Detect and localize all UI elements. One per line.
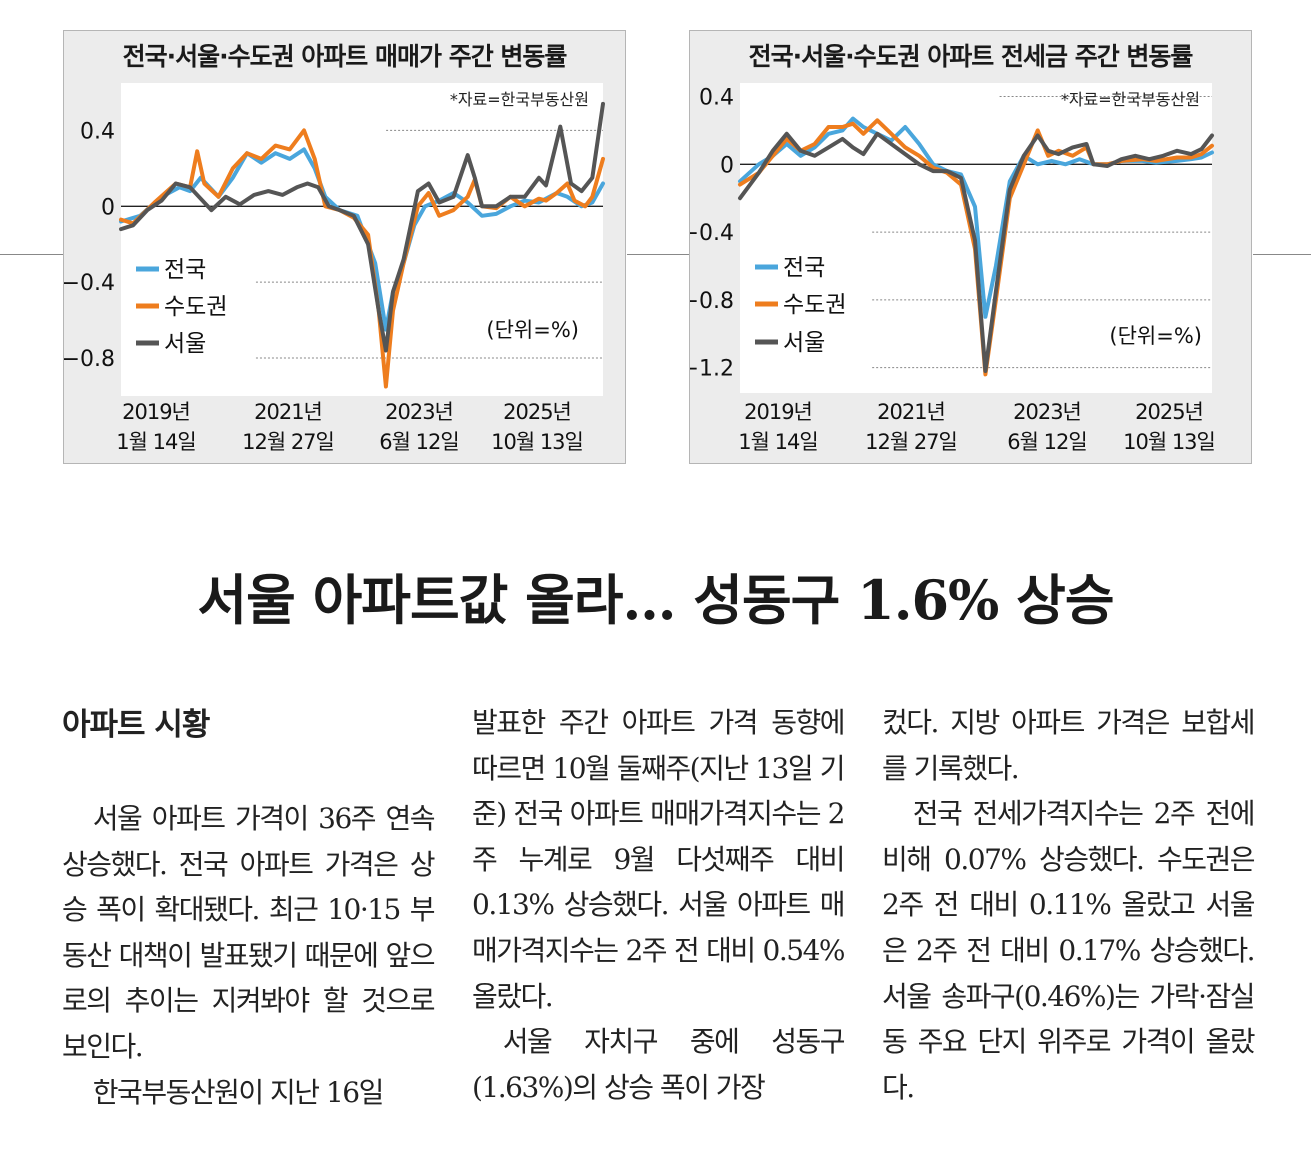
chart-panel-jeonse: 전국·서울·수도권 아파트 전세금 주간 변동률 0.4 0 −0.4 −0.8 −1.… xyxy=(689,30,1252,464)
seoul-series xyxy=(119,101,605,353)
headline: 서울 아파트값 올라… 성동구 1.6% 상승 xyxy=(197,568,1114,632)
legend-label: 전국 xyxy=(164,257,206,283)
paragraph: 컸다. 지방 아파트 가격은 보합세를 기록했다. xyxy=(882,706,1256,785)
x-tick-label: 2023년 xyxy=(1013,400,1081,424)
x-tick-label: 2021년 xyxy=(877,400,945,424)
x-tick-label: 1월 14일 xyxy=(738,430,817,454)
paragraph: 한국부동산원이 지난 16일 xyxy=(92,1075,385,1109)
paragraph: 서울 자치구 중에 성동구(1.63%)의 상승 폭이 가장 xyxy=(472,1025,846,1104)
capital-series xyxy=(119,128,605,389)
x-tick-label: 2025년 xyxy=(1135,400,1203,424)
unit-label: (단위=%) xyxy=(1109,324,1202,348)
y-tick-label: 0 xyxy=(720,153,734,178)
source-note: *자료=한국부동산원 xyxy=(450,90,589,109)
section-title: 아파트 시황 xyxy=(62,707,210,743)
paragraph: 발표한 주간 아파트 가격 동향에 따르면 10월 둘째주(지난 13일 기준)… xyxy=(472,706,846,1013)
x-tick-label: 6월 12일 xyxy=(379,430,458,454)
chart-panel-sale: 전국·서울·수도권 아파트 매매가 주간 변동률 0.4 0 −0.4 −0.8 201… xyxy=(63,30,626,464)
x-tick-label: 2025년 xyxy=(503,400,571,424)
paragraph: 서울 아파트 가격이 36주 연속 상승했다. 전국 아파트 가격은 상승 폭이… xyxy=(62,802,436,1063)
x-tick-label: 2021년 xyxy=(254,400,322,424)
x-tick-label: 2023년 xyxy=(385,400,453,424)
x-tick-label: 2019년 xyxy=(122,400,190,424)
divider-middle xyxy=(627,254,689,255)
x-tick-label: 6월 12일 xyxy=(1007,430,1086,454)
article-column-2: 발표한 주간 아파트 가격 동향에 따르면 10월 둘째주(지난 13일 기준)… xyxy=(472,700,846,1110)
legend-label: 수도권 xyxy=(783,292,846,318)
chart-title: 전국·서울·수도권 아파트 전세금 주간 변동률 xyxy=(748,42,1194,71)
legend-label: 수도권 xyxy=(164,294,227,320)
chart-sale-weekly: 0.4 0 −0.4 −0.8 2019년 1월 14일 2021년 12월 27일 2023년… xyxy=(64,83,605,454)
paragraph: 전국 전세가격지수는 2주 전에 비해 0.07% 상승했다. 수도권은 2주 … xyxy=(882,797,1256,1104)
y-tick-label: 0.4 xyxy=(80,119,115,144)
legend-label: 전국 xyxy=(783,255,825,281)
x-tick-label: 12월 27일 xyxy=(865,430,957,454)
y-tick-label: −0.8 xyxy=(690,289,734,314)
article-column-3: 컸다. 지방 아파트 가격은 보합세를 기록했다. 전국 전세가격지수는 2주 … xyxy=(882,700,1256,1110)
y-tick-label: −0.4 xyxy=(690,221,734,246)
chart-title: 전국·서울·수도권 아파트 매매가 주간 변동률 xyxy=(122,42,568,71)
source-note: *자료=한국부동산원 xyxy=(1061,90,1200,109)
divider-right xyxy=(1253,254,1311,255)
plot-area xyxy=(121,83,603,396)
x-tick-label: 1월 14일 xyxy=(116,430,195,454)
x-tick-label: 10월 13일 xyxy=(491,430,583,454)
x-tick-label: 2019년 xyxy=(744,400,812,424)
x-tick-label: 10월 13일 xyxy=(1123,430,1215,454)
y-tick-label: −0.8 xyxy=(64,347,115,372)
legend-label: 서울 xyxy=(164,331,206,357)
x-tick-label: 12월 27일 xyxy=(242,430,334,454)
y-tick-label: −1.2 xyxy=(690,357,734,382)
y-tick-label: 0 xyxy=(101,195,115,220)
legend-label: 서울 xyxy=(783,330,825,356)
divider-left xyxy=(0,254,63,255)
seoul-series xyxy=(738,131,1214,373)
y-tick-label: 0.4 xyxy=(699,86,734,111)
y-tick-label: −0.4 xyxy=(64,271,115,296)
article-column-1: 아파트 시황 서울 아파트 가격이 36주 연속 상승했다. 전국 아파트 가격… xyxy=(62,700,436,1115)
unit-label: (단위=%) xyxy=(486,318,579,342)
chart-jeonse-weekly: 0.4 0 −0.4 −0.8 −1.2 2019년 1월 14일 2021년 12월 27일 2… xyxy=(690,83,1216,454)
